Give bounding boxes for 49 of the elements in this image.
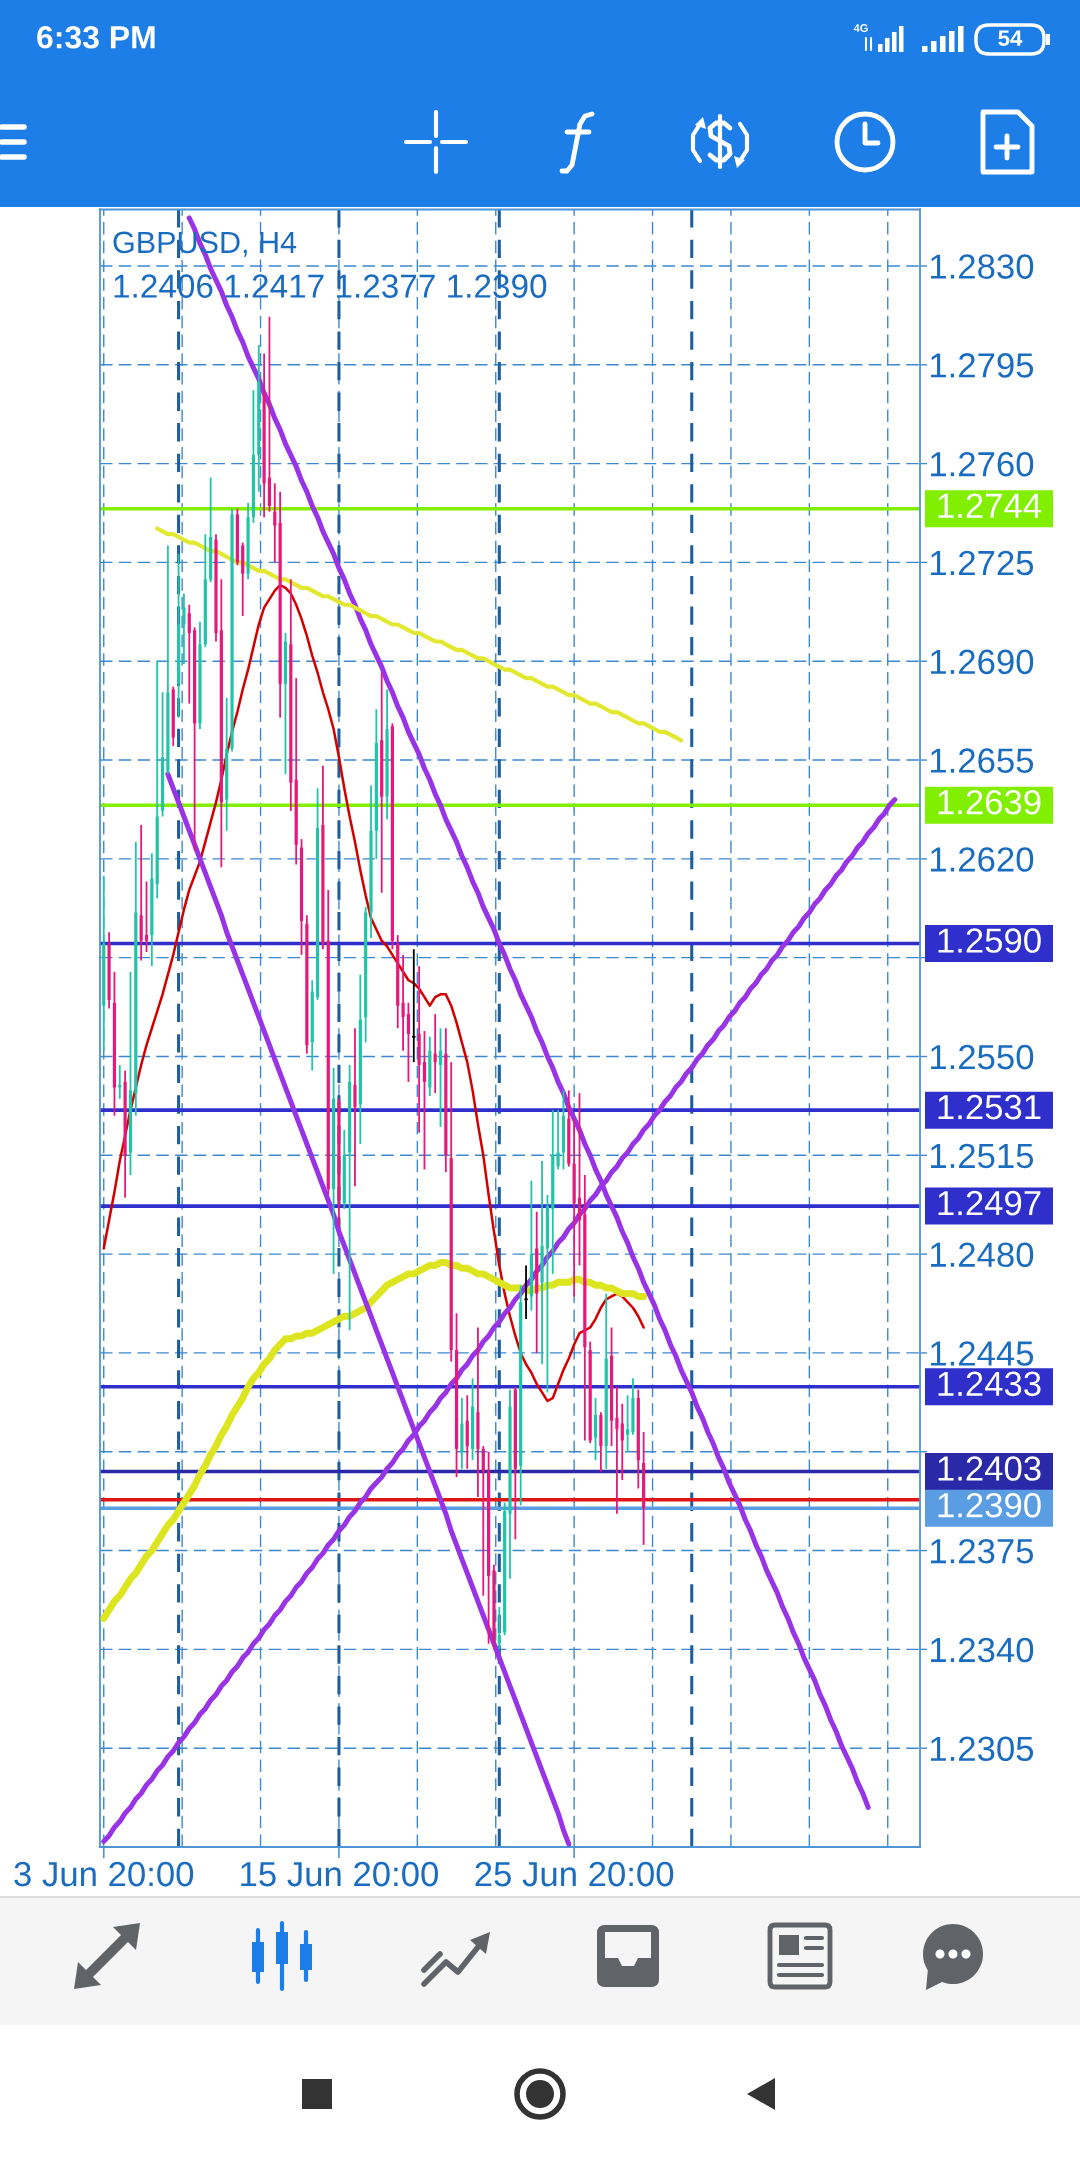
- candlestick: [615, 1385, 619, 1515]
- text: 4G: [853, 24, 868, 32]
- ref-line-label: 1.2497: [938, 1190, 1041, 1216]
- x-tick-label: 15 Jun 20:00: [241, 1861, 438, 1887]
- candlestick: [422, 1030, 427, 1171]
- y-tick-label: 1.2690: [930, 649, 1034, 675]
- y-tick-label: 1.2305: [930, 1736, 1034, 1762]
- y-tick-label: 1.2830: [930, 254, 1034, 279]
- text: 6:33 PM: [37, 25, 155, 49]
- ref-line-label: 1.2639: [938, 789, 1041, 815]
- y-tick-label: 1.2375: [930, 1538, 1034, 1564]
- candlestick: [438, 1027, 443, 1128]
- y-tick-label: 1.2515: [930, 1143, 1034, 1169]
- candlestick: [118, 1064, 122, 1100]
- candlestick: [523, 1264, 529, 1320]
- candlestick: [273, 482, 277, 564]
- candlestick: [187, 603, 191, 705]
- y-tick-label: 1.2795: [930, 353, 1034, 378]
- ref-line-label: 1.2433: [938, 1371, 1041, 1397]
- ref-line-label: 1.2390: [938, 1492, 1041, 1518]
- y-tick-label: 1.2550: [930, 1044, 1034, 1070]
- text: 54: [998, 30, 1023, 46]
- y-tick-label: 1.2340: [930, 1637, 1034, 1663]
- y-tick-label: 1.2620: [930, 847, 1034, 872]
- candlestick: [577, 1092, 582, 1267]
- candlestick: [593, 1397, 598, 1462]
- candlestick: [481, 1445, 485, 1597]
- y-tick-label: 1.2445: [930, 1341, 1034, 1366]
- y-tick-label: 1.2725: [930, 550, 1034, 576]
- ref-line-label: 1.2403: [938, 1456, 1041, 1481]
- x-tick-label: 25 Jun 20:00: [475, 1861, 674, 1887]
- x-tick-label: 3 Jun 20:00: [14, 1861, 194, 1887]
- candlestick: [556, 1109, 560, 1171]
- ref-line-label: 1.2531: [938, 1094, 1041, 1120]
- candlestick: [353, 1027, 357, 1188]
- line-series: [102, 583, 645, 1403]
- candlestick: [182, 592, 186, 665]
- candlestick: [406, 1001, 411, 1083]
- ref-line-label: 1.2590: [938, 928, 1041, 953]
- candlestick: [626, 1394, 630, 1453]
- y-tick-label: 1.2655: [930, 748, 1034, 773]
- line-series: [155, 526, 684, 743]
- y-tick-label: 1.2480: [930, 1242, 1034, 1268]
- ref-line-label: 1.2744: [938, 493, 1042, 518]
- candlestick: [401, 953, 405, 1052]
- candlestick: [411, 948, 417, 1064]
- y-tick-label: 1.2760: [930, 451, 1034, 477]
- candlestick: [144, 880, 149, 953]
- text: 1.2406 1.2417 1.2377 1.2390: [114, 274, 547, 298]
